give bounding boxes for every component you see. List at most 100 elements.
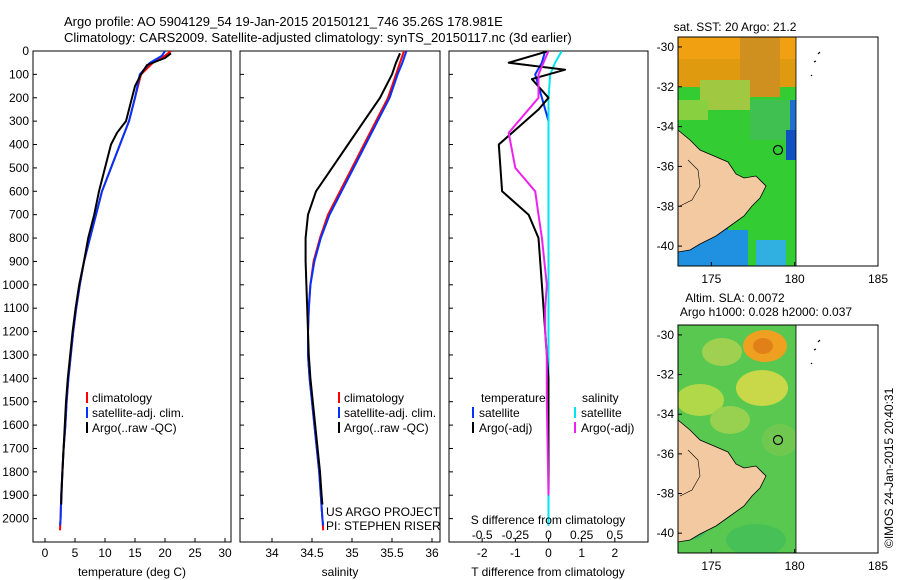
series-line-2 bbox=[60, 52, 172, 505]
depth-tick-label: 1800 bbox=[2, 465, 29, 479]
s-difference-axis-label: S difference from climatology bbox=[471, 513, 626, 527]
depth-tick-label: 200 bbox=[9, 91, 29, 105]
x-tick-label: 20 bbox=[158, 546, 172, 560]
depth-tick-label: 300 bbox=[9, 114, 29, 128]
sla-map-title: Altim. SLA: 0.0072 bbox=[685, 291, 785, 305]
difference-legend: temperature salinity satellite Argo(-adj… bbox=[472, 391, 634, 435]
map-y-tick-label: -40 bbox=[657, 239, 675, 253]
salinity-axis-label: salinity bbox=[322, 565, 359, 579]
depth-tick-label: 1200 bbox=[2, 325, 29, 339]
legend-title-temperature: temperature bbox=[481, 391, 546, 405]
sla-map-ticks: 175 180 185 -30 -32 -34 -36 -38 -40 bbox=[657, 328, 889, 573]
x-tick-label: 25 bbox=[188, 546, 202, 560]
x-tick-label: 1 bbox=[578, 546, 585, 560]
x-tick-label: 5 bbox=[72, 546, 79, 560]
temperature-series bbox=[59, 51, 172, 531]
s-difference-tick-label: 0 bbox=[545, 528, 552, 542]
depth-tick-label: 1600 bbox=[2, 418, 29, 432]
legend-label-s-satellite: satellite bbox=[581, 406, 622, 420]
x-tick-label: 35 bbox=[345, 546, 359, 560]
x-tick-label: 36 bbox=[425, 546, 439, 560]
x-tick-label: 0 bbox=[545, 546, 552, 560]
temperature-axis-label: temperature (deg C) bbox=[78, 565, 186, 579]
map-x-tick-label: 185 bbox=[868, 272, 888, 286]
salinity-plot-frame bbox=[239, 50, 441, 543]
sst-map-blank-area bbox=[796, 37, 878, 266]
pi-credit: PI: STEPHEN RISER bbox=[326, 519, 441, 533]
sst-map-image bbox=[678, 37, 796, 266]
depth-tick-label: 600 bbox=[9, 184, 29, 198]
map-y-tick-label: -40 bbox=[657, 526, 675, 540]
depth-tick-label: 700 bbox=[9, 208, 29, 222]
map-y-tick-label: -32 bbox=[657, 80, 675, 94]
legend-label-satellite: satellite-adj. clim. bbox=[92, 406, 184, 420]
map-y-tick-label: -38 bbox=[657, 487, 675, 501]
depth-tick-label: 1700 bbox=[2, 441, 29, 455]
depth-tick-label: 1000 bbox=[2, 278, 29, 292]
temperature-legend: climatology satellite-adj. clim. Argo(..… bbox=[86, 391, 184, 435]
depth-tick-label: 1500 bbox=[2, 395, 29, 409]
depth-tick-label: 400 bbox=[9, 138, 29, 152]
sla-map-image bbox=[678, 325, 796, 553]
map-y-tick-label: -30 bbox=[657, 40, 675, 54]
depth-tick-label: 100 bbox=[9, 67, 29, 81]
depth-tick-label: 1100 bbox=[3, 301, 29, 315]
salinity-series bbox=[304, 51, 408, 531]
map-y-tick-label: -36 bbox=[657, 447, 675, 461]
sst-map-ticks: 175 180 185 -30 -32 -34 -36 -38 -40 bbox=[657, 40, 889, 286]
x-tick-label: 34 bbox=[265, 546, 279, 560]
depth-axis-ticks: 0 100 200 300 400 500 600 700 800 900 1000 1100 1200… bbox=[2, 44, 453, 526]
temperature-axis-ticks: 0 5 10 15 20 25 30 bbox=[42, 538, 232, 560]
depth-tick-label: 0 bbox=[22, 44, 29, 58]
map-x-tick-label: 180 bbox=[785, 272, 805, 286]
x-tick-label: 35.5 bbox=[380, 546, 404, 560]
map-y-tick-label: -30 bbox=[657, 328, 675, 342]
temperature-plot-frame bbox=[32, 50, 232, 543]
depth-tick-label: 900 bbox=[9, 254, 29, 268]
map-y-tick-label: -36 bbox=[657, 159, 675, 173]
depth-tick-label: 1400 bbox=[2, 371, 29, 385]
map-y-tick-label: -32 bbox=[657, 368, 675, 382]
header-line1: Argo profile: AO 5904129_54 19-Jan-2015 … bbox=[64, 14, 503, 29]
x-tick-label: 2 bbox=[611, 546, 618, 560]
x-tick-label: 34.5 bbox=[300, 546, 324, 560]
legend-label-s-argo: Argo(-adj) bbox=[581, 421, 634, 435]
series-line-1 bbox=[307, 51, 408, 526]
sla-map-float-marker bbox=[772, 434, 784, 446]
sst-map-float-marker bbox=[772, 144, 784, 156]
header-line2: Climatology: CARS2009. Satellite-adjuste… bbox=[64, 30, 572, 45]
depth-tick-label: 500 bbox=[9, 161, 29, 175]
x-tick-label: 15 bbox=[128, 546, 142, 560]
x-tick-label: 30 bbox=[218, 546, 232, 560]
imos-timestamp: ©IMOS 24-Jan-2015 20:40:31 bbox=[882, 387, 896, 548]
legend-label-climatology: climatology bbox=[92, 391, 152, 405]
sla-map-islands bbox=[810, 339, 821, 365]
series-line-3 bbox=[507, 51, 550, 496]
s-difference-tick-label: 0.25 bbox=[570, 528, 594, 542]
sst-map-title: sat. SST: 20 Argo: 21.2 bbox=[674, 20, 797, 34]
series-line-0 bbox=[307, 51, 405, 531]
map-x-tick-label: 175 bbox=[701, 272, 721, 286]
depth-tick-label: 1900 bbox=[2, 488, 29, 502]
legend-label-argo: Argo(..raw -QC) bbox=[92, 421, 177, 435]
map-x-tick-label: 175 bbox=[701, 559, 721, 573]
x-tick-label: 10 bbox=[98, 546, 112, 560]
s-difference-tick-label: -0.5 bbox=[472, 528, 493, 542]
sst-map-frame bbox=[677, 36, 879, 267]
sla-map-frame bbox=[677, 324, 879, 554]
map-y-tick-label: -34 bbox=[657, 407, 675, 421]
difference-axis-ticks: -2 -1 0 1 2 -0.5 -0.25 0 0.25 0.5 bbox=[472, 528, 624, 560]
s-difference-tick-label: 0.5 bbox=[606, 528, 623, 542]
series-line-1 bbox=[59, 51, 166, 526]
difference-series bbox=[497, 51, 567, 526]
legend-label-climatology: climatology bbox=[344, 391, 404, 405]
salinity-axis-ticks: 34 34.5 35 35.5 36 bbox=[265, 538, 439, 560]
depth-tick-label: 800 bbox=[9, 231, 29, 245]
map-x-tick-label: 185 bbox=[868, 559, 888, 573]
legend-title-salinity: salinity bbox=[582, 391, 619, 405]
legend-label-t-satellite: satellite bbox=[479, 406, 520, 420]
sst-map-islands bbox=[810, 51, 821, 77]
legend-label-satellite: satellite-adj. clim. bbox=[344, 406, 436, 420]
sla-map-blank-area bbox=[796, 325, 878, 553]
project-credit: US ARGO PROJECT bbox=[326, 505, 441, 519]
